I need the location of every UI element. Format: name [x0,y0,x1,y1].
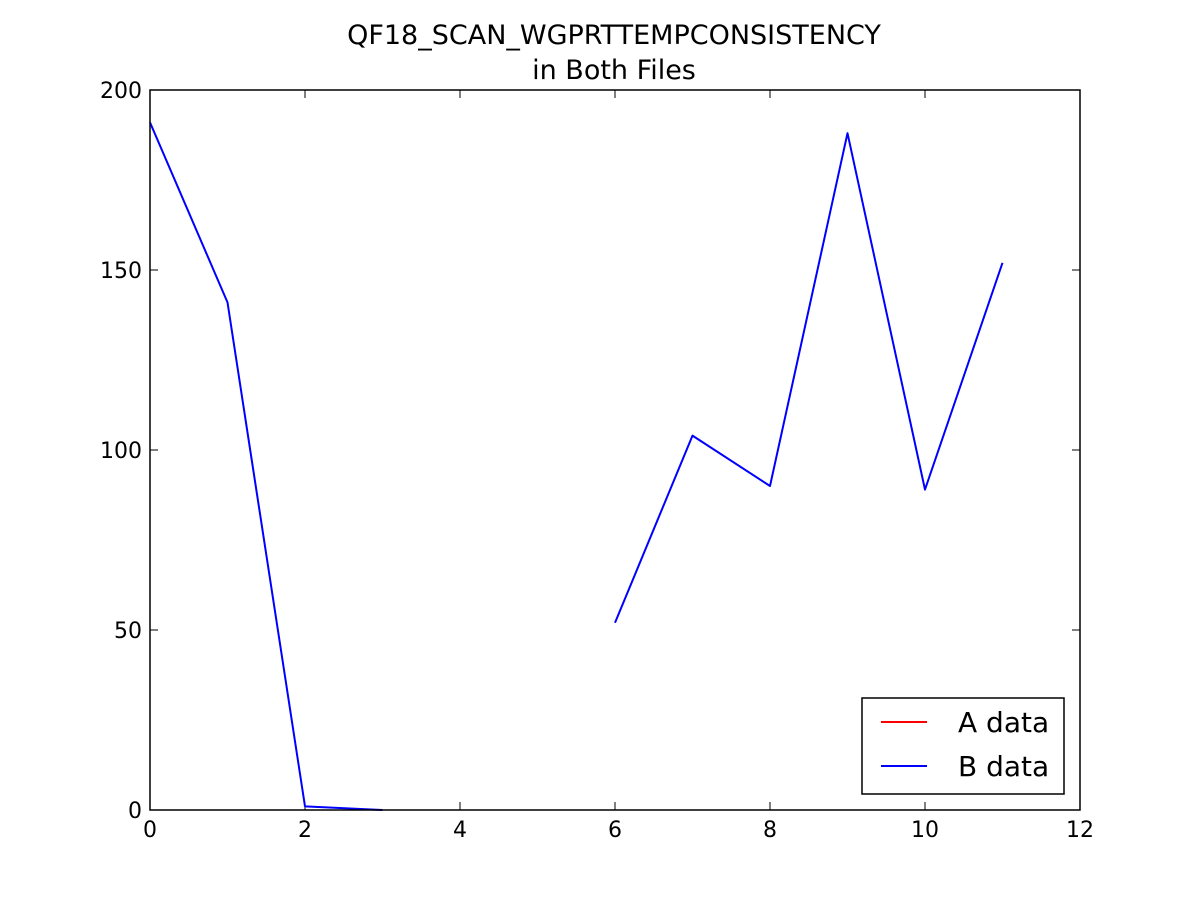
x-tick-label: 12 [1066,818,1094,843]
y-tick-label: 50 [114,619,142,644]
plot-frame [149,89,1081,811]
x-tick-label: 4 [453,818,467,843]
x-tick-label: 10 [911,818,939,843]
x-tick-label: 2 [298,818,312,843]
x-tick-label: 8 [763,818,777,843]
legend-label-a-data: A data [958,706,1049,739]
series-lines [149,122,1004,811]
y-tick-label: 200 [100,79,142,104]
y-tick-label: 100 [100,439,142,464]
chart-title-line-2: in Both Files [532,55,696,86]
chart-title-line-1: QF18_SCAN_WGPRTTEMPCONSISTENCY [347,20,881,51]
x-tick-label: 6 [608,818,622,843]
plot-area [150,90,1080,810]
y-tick-label: 150 [100,259,142,284]
axis-ticks: 0 2 4 6 8 10 12 0 50 100 150 200 [100,79,1094,843]
legend-box [861,697,1065,795]
legend: A data B data [861,697,1065,795]
series-line-b-data [149,122,383,811]
x-tick-label: 0 [143,818,157,843]
series-line-b-data [614,132,1004,624]
legend-label-b-data: B data [958,750,1049,783]
y-tick-label: 0 [128,799,142,824]
